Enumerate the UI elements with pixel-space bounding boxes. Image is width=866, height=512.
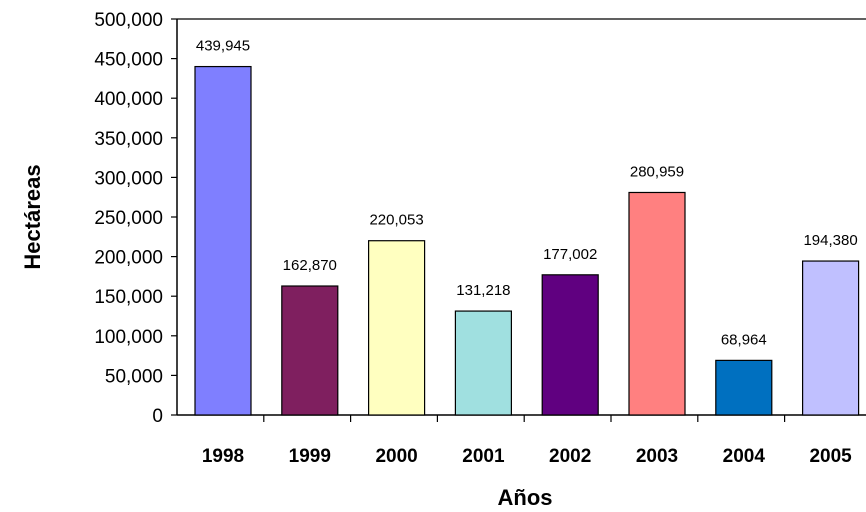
y-tick-label: 350,000 — [94, 129, 163, 150]
x-tick-label-2003: 2003 — [636, 446, 678, 467]
x-tick-label-2004: 2004 — [723, 446, 766, 467]
y-tick-label: 400,000 — [94, 89, 163, 110]
x-tick-label-1999: 1999 — [289, 446, 331, 467]
y-tick-label: 250,000 — [94, 208, 163, 229]
plot-frame — [176, 18, 866, 416]
bars: 439,945 162,870 220,053 131,218 177,002 280,9… — [194, 38, 860, 416]
data-label-1999: 162,870 — [283, 257, 337, 274]
y-tick-label: 300,000 — [94, 168, 163, 189]
x-tick-label-2000: 2000 — [375, 446, 417, 467]
bar-2000 — [368, 240, 426, 416]
y-tick-label: 450,000 — [94, 50, 163, 71]
data-label-2001: 131,218 — [456, 282, 510, 299]
bar-2001 — [454, 310, 512, 416]
y-tick-label: 150,000 — [94, 287, 163, 308]
bar-2005 — [801, 260, 860, 416]
y-tick-label: 50,000 — [105, 366, 163, 387]
x-tick-label-1998: 1998 — [202, 446, 244, 467]
data-label-2005: 194,380 — [803, 232, 857, 249]
y-tick-label: 0 — [152, 406, 163, 427]
x-tick-label-2002: 2002 — [549, 446, 591, 467]
y-axis-ticks: 0 50,000 100,000 150,000 200,000 250,000 300,0… — [94, 10, 177, 427]
y-tick-label: 500,000 — [94, 10, 163, 31]
y-tick-label: 200,000 — [94, 248, 163, 269]
x-axis-ticks: 1998 1999 2000 2001 2002 2003 2004 2005 — [202, 415, 852, 467]
data-label-2002: 177,002 — [543, 246, 597, 263]
bar-1998 — [194, 65, 252, 416]
y-axis-title: Hectáreas — [20, 164, 45, 269]
bar-2003 — [628, 191, 686, 416]
bar-1999 — [281, 285, 339, 416]
x-axis-title: Años — [498, 485, 553, 510]
data-label-1998: 439,945 — [196, 38, 250, 55]
data-label-2000: 220,053 — [369, 212, 423, 229]
bar-2004 — [715, 359, 773, 416]
data-label-2003: 280,959 — [630, 163, 684, 180]
bar-2002 — [541, 274, 599, 416]
data-label-2004: 68,964 — [721, 331, 767, 348]
x-tick-label-2001: 2001 — [462, 446, 505, 467]
x-tick-label-2005: 2005 — [809, 446, 852, 467]
y-tick-label: 100,000 — [94, 327, 163, 348]
